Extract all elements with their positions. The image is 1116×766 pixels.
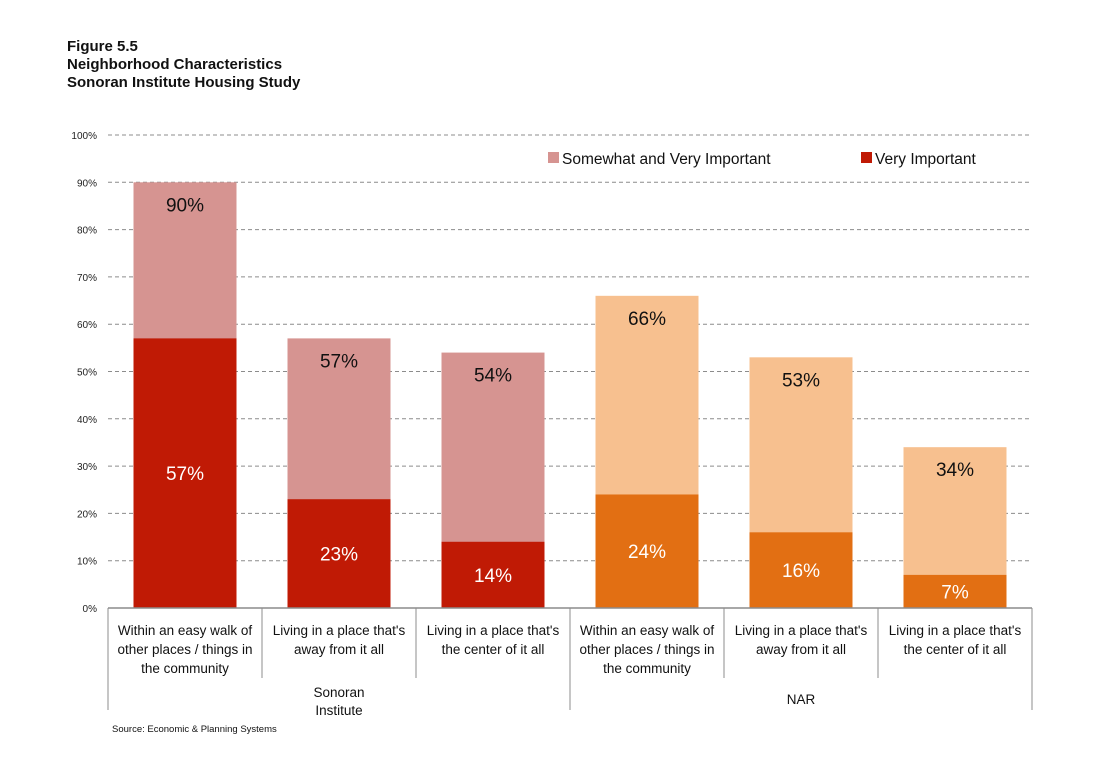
data-label-very-important: 7%: [941, 582, 969, 603]
bar-very-important: [749, 532, 853, 608]
legend-swatch: [548, 152, 559, 163]
category-label: other places / things in: [579, 642, 714, 657]
y-axis-ticks: 0% 10% 20% 30% 40% 50% 60% 70% 80% 90% 100%: [71, 131, 97, 615]
y-tick-label: 30%: [77, 462, 97, 473]
y-tick-label: 70%: [77, 273, 97, 284]
data-label-somewhat-and-very-important: 54%: [474, 366, 512, 387]
data-label-somewhat-and-very-important: 53%: [782, 370, 820, 391]
bar-very-important: [441, 541, 545, 608]
y-tick-label: 100%: [71, 131, 97, 142]
data-label-somewhat-and-very-important: 90%: [166, 195, 204, 216]
category-label: away from it all: [756, 642, 846, 657]
category-label: the community: [603, 661, 691, 676]
y-tick-label: 40%: [77, 415, 97, 426]
category-label: the center of it all: [904, 642, 1007, 657]
bar-very-important: [903, 574, 1007, 608]
x-axis: Within an easy walk of other places / thi…: [107, 607, 1033, 718]
category-label: Within an easy walk of: [580, 623, 715, 638]
data-label-very-important: 57%: [166, 464, 204, 485]
legend-swatch: [861, 152, 872, 163]
category-label: Living in a place that's: [427, 623, 560, 638]
y-tick-label: 0%: [83, 604, 98, 615]
bar-very-important: [287, 499, 391, 608]
legend-label: Very Important: [875, 151, 976, 168]
figure-label: Figure 5.5: [67, 38, 138, 55]
y-tick-label: 90%: [77, 178, 97, 189]
category-label: other places / things in: [117, 642, 252, 657]
category-label: Living in a place that's: [735, 623, 868, 638]
category-label: the center of it all: [442, 642, 545, 657]
group-label: Sonoran: [313, 685, 364, 700]
data-label-somewhat-and-very-important: 57%: [320, 351, 358, 372]
category-label: Living in a place that's: [273, 623, 406, 638]
data-label-somewhat-and-very-important: 66%: [628, 309, 666, 330]
source-note: Source: Economic & Planning Systems: [112, 724, 277, 735]
y-tick-label: 20%: [77, 509, 97, 520]
bar-very-important: [133, 338, 237, 608]
y-tick-label: 60%: [77, 320, 97, 331]
category-label: Living in a place that's: [889, 623, 1022, 638]
legend: Somewhat and Very Important Very Importan…: [548, 151, 976, 168]
category-label: the community: [141, 661, 229, 676]
data-label-very-important: 16%: [782, 561, 820, 582]
y-tick-label: 10%: [77, 557, 97, 568]
figure-subtitle: Sonoran Institute Housing Study: [67, 74, 301, 91]
gridlines: [108, 134, 1032, 562]
group-label: Institute: [315, 703, 362, 718]
y-tick-label: 50%: [77, 368, 97, 379]
data-label-very-important: 23%: [320, 545, 358, 566]
group-label: NAR: [787, 692, 816, 707]
category-label: Within an easy walk of: [118, 623, 253, 638]
data-label-somewhat-and-very-important: 34%: [936, 460, 974, 481]
figure-title: Neighborhood Characteristics: [67, 56, 283, 73]
figure-title-block: Figure 5.5 Neighborhood Characteristics …: [67, 38, 300, 92]
category-label: away from it all: [294, 642, 384, 657]
y-tick-label: 80%: [77, 226, 97, 237]
data-label-very-important: 24%: [628, 542, 666, 563]
bars: [133, 182, 1007, 609]
data-label-very-important: 14%: [474, 566, 512, 587]
data-labels: 90% 57% 57% 23% 54% 14% 66% 24% 53% 16% 34% 7%: [166, 195, 974, 603]
bar-very-important: [595, 494, 699, 608]
legend-label: Somewhat and Very Important: [562, 151, 771, 168]
